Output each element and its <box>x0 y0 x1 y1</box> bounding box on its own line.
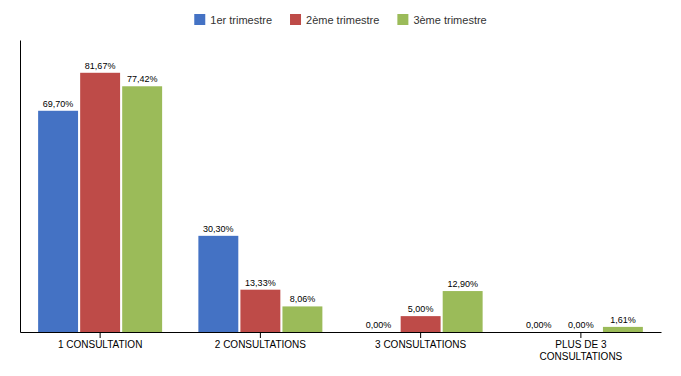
legend: 1er trimestre 2ème trimestre 3ème trimestr… <box>194 14 486 26</box>
bar-series <box>80 73 440 332</box>
y-axis-line <box>20 41 21 333</box>
legend-item: 2ème trimestre <box>290 14 379 26</box>
bar-series <box>122 86 643 332</box>
plot: 69,70% 30,30% 0,00% 0,00% 81,67% 13,33% 5,00% 0… <box>21 41 662 362</box>
data-label: 0,00% <box>366 320 392 330</box>
x-tick: PLUS DE 3CONSULTATIONS <box>539 332 622 362</box>
data-label: 5,00% <box>408 304 434 314</box>
data-label: 77,42% <box>127 74 158 84</box>
legend-item: 3ème trimestre <box>397 14 486 26</box>
x-tick-label-line: 3 CONSULTATIONS <box>375 339 466 350</box>
bar <box>38 111 78 332</box>
bar <box>282 306 322 332</box>
x-tick: 1 CONSULTATION <box>58 332 142 350</box>
x-tick-mark <box>100 332 101 338</box>
bar <box>443 291 483 332</box>
x-tick-mark <box>420 332 421 338</box>
legend-item: 1er trimestre <box>194 14 272 26</box>
bar <box>561 332 601 333</box>
data-label: 81,67% <box>85 61 116 71</box>
legend-swatch <box>290 14 301 25</box>
legend-label: 1er trimestre <box>210 14 272 26</box>
x-tick-mark <box>260 332 261 338</box>
bars <box>38 73 643 332</box>
data-labels: 69,70% 30,30% 0,00% 0,00% 81,67% 13,33% 5,00% 0… <box>43 61 636 330</box>
bar <box>80 73 120 332</box>
x-axis: 1 CONSULTATION 2 CONSULTATIONS 3 CONSULTAT… <box>21 332 662 362</box>
data-label: 1,61% <box>610 315 636 325</box>
x-tick-label: PLUS DE 3CONSULTATIONS <box>539 339 622 362</box>
x-tick-label: 2 CONSULTATIONS <box>215 339 306 350</box>
legend-label: 2ème trimestre <box>306 14 379 26</box>
x-tick-label-line: 2 CONSULTATIONS <box>215 339 306 350</box>
data-label: 0,00% <box>568 320 594 330</box>
data-label: 69,70% <box>43 99 74 109</box>
bar <box>401 316 441 332</box>
x-tick-label-line: 1 CONSULTATION <box>58 339 142 350</box>
data-label: 0,00% <box>526 320 552 330</box>
bar <box>122 86 162 332</box>
bar <box>359 332 399 333</box>
data-label: 13,33% <box>245 278 276 288</box>
y-axis <box>20 41 21 333</box>
x-tick-label-line: PLUS DE 3 <box>555 339 607 350</box>
chart: 69,70% 30,30% 0,00% 0,00% 81,67% 13,33% 5,00% 0… <box>0 0 681 376</box>
data-label: 12,90% <box>447 279 478 289</box>
legend-label: 3ème trimestre <box>413 14 486 26</box>
x-tick: 2 CONSULTATIONS <box>215 332 306 350</box>
bar <box>603 327 643 332</box>
bar <box>519 332 559 333</box>
data-label: 30,30% <box>203 224 234 234</box>
bar <box>240 290 280 332</box>
legend-swatch <box>194 14 205 25</box>
x-tick-label: 1 CONSULTATION <box>58 339 142 350</box>
x-tick-mark <box>580 332 581 338</box>
bar <box>198 236 238 332</box>
x-axis-line <box>21 332 662 333</box>
x-tick: 3 CONSULTATIONS <box>375 332 466 350</box>
legend-swatch <box>397 14 408 25</box>
x-tick-label-line: CONSULTATIONS <box>539 351 622 362</box>
data-label: 8,06% <box>290 294 316 304</box>
x-tick-label: 3 CONSULTATIONS <box>375 339 466 350</box>
